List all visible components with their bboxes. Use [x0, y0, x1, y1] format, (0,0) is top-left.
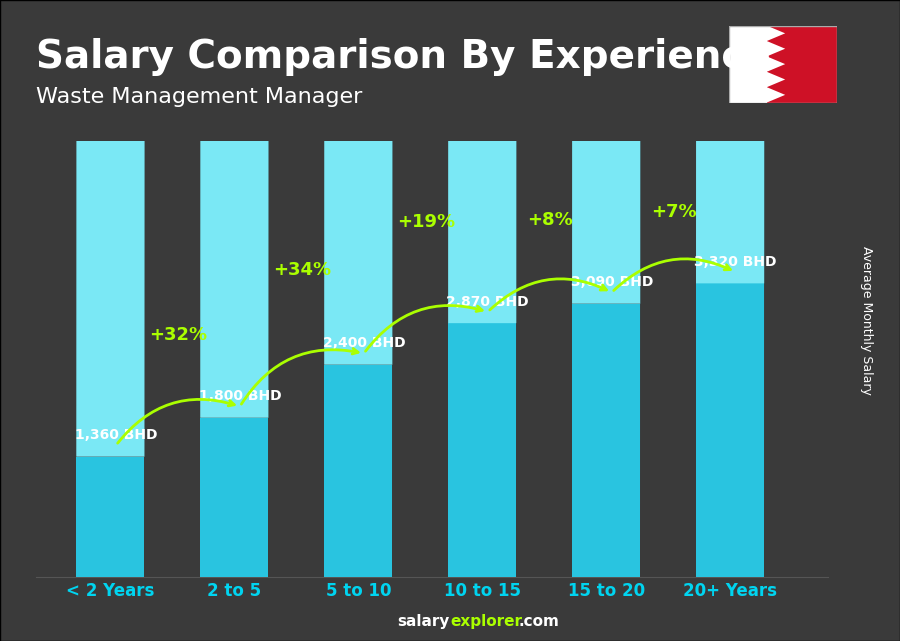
Polygon shape [200, 418, 268, 577]
Text: salary: salary [398, 614, 450, 629]
Text: 3,090 BHD: 3,090 BHD [571, 275, 652, 289]
Text: 1,360 BHD: 1,360 BHD [75, 428, 158, 442]
Text: +34%: +34% [273, 261, 331, 279]
Polygon shape [324, 0, 403, 365]
Polygon shape [696, 283, 764, 577]
Polygon shape [767, 56, 785, 72]
Text: 2,870 BHD: 2,870 BHD [446, 295, 529, 308]
Bar [729, 26, 767, 103]
Text: +7%: +7% [651, 203, 697, 221]
Polygon shape [324, 365, 392, 577]
Text: 3,320 BHD: 3,320 BHD [695, 255, 777, 269]
Polygon shape [448, 323, 517, 577]
Polygon shape [145, 0, 156, 577]
Text: explorer: explorer [450, 614, 522, 629]
Polygon shape [767, 41, 785, 56]
Polygon shape [76, 456, 145, 577]
Text: 1,800 BHD: 1,800 BHD [199, 389, 281, 403]
Polygon shape [448, 0, 527, 323]
Polygon shape [767, 26, 785, 41]
Polygon shape [392, 0, 403, 577]
Text: +19%: +19% [397, 213, 454, 231]
Bar [767, 26, 837, 103]
Text: Salary Comparison By Experience: Salary Comparison By Experience [36, 38, 770, 76]
Text: Waste Management Manager: Waste Management Manager [36, 87, 363, 106]
Polygon shape [200, 0, 280, 418]
Polygon shape [268, 0, 280, 577]
Polygon shape [572, 304, 640, 577]
Text: .com: .com [518, 614, 559, 629]
Polygon shape [517, 0, 527, 577]
Text: +32%: +32% [148, 326, 207, 344]
Polygon shape [764, 0, 775, 577]
Polygon shape [572, 0, 652, 304]
Polygon shape [767, 72, 785, 87]
Polygon shape [696, 0, 775, 283]
Polygon shape [767, 87, 785, 103]
Polygon shape [76, 0, 156, 456]
Polygon shape [640, 0, 652, 577]
Text: 2,400 BHD: 2,400 BHD [322, 336, 405, 350]
Text: Average Monthly Salary: Average Monthly Salary [860, 246, 873, 395]
Text: +8%: +8% [526, 212, 572, 229]
